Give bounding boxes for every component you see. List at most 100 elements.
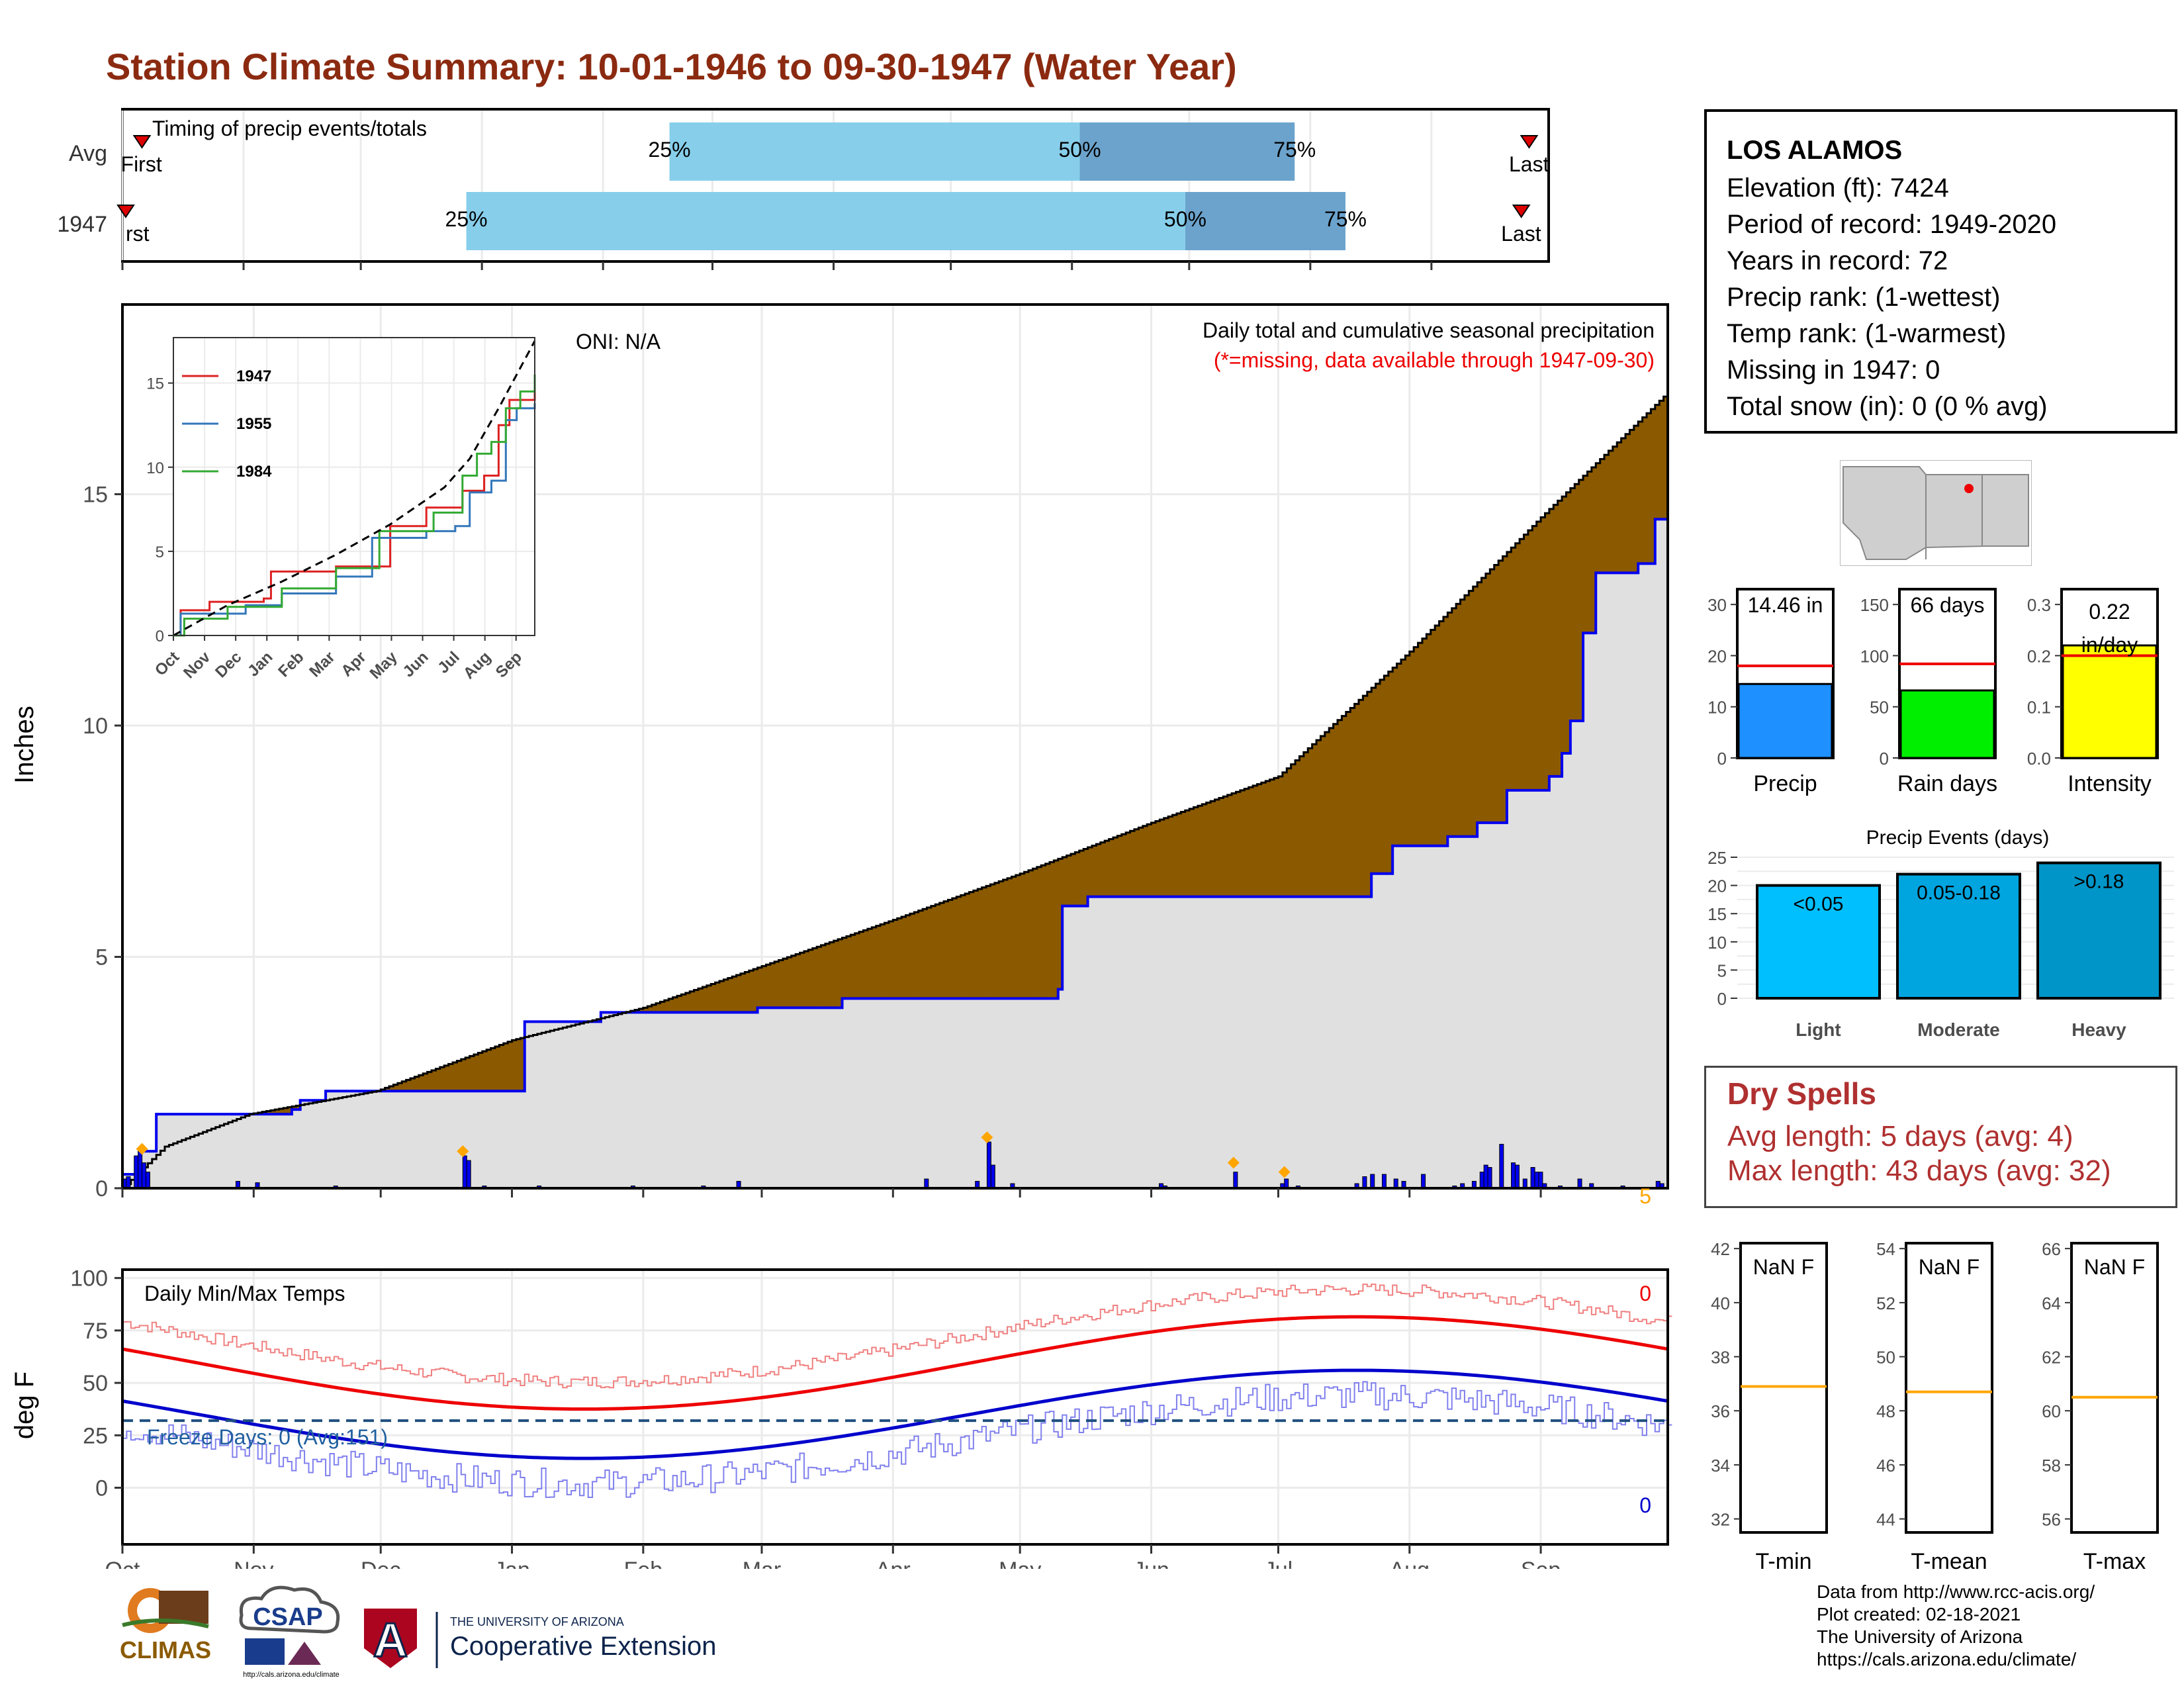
timing-last-label: Last [1501,222,1541,246]
climas-logo: CLIMAS [120,1588,211,1664]
timing-bar-25-50 [669,122,1080,181]
main-ytick-label: 0 [95,1176,108,1201]
events-bar-label: >0.18 [2074,871,2124,893]
footer-line: Data from http://www.rcc-acis.org/ [1817,1581,2095,1602]
temp-box-ytick-label: 46 [1876,1456,1895,1476]
events-bar-label: 0.05-0.18 [1917,882,2001,904]
summary-value-text: 0.22 [2089,600,2130,624]
temp-box [1739,1242,1828,1534]
station-location-dot [1964,484,1974,493]
max-count: 0 [1639,1282,1651,1305]
record-max-line [122,1284,1672,1389]
timing-marker [116,205,135,218]
main-subtitle: Daily total and cumulative seasonal prec… [1203,318,1655,342]
observed-cumulative-area [122,519,1668,1188]
freeze-label: Freeze Days: 0 (Avg:151) [147,1425,388,1449]
station-elevation: Elevation (ft): 7424 [1727,173,1949,203]
temp-box-ytick-label: 66 [2042,1239,2061,1259]
daily-precip-bar [1487,1167,1492,1189]
inset-average-line [173,340,536,637]
inset-ytick-label: 15 [146,375,164,393]
summary-ytick-label: 0.2 [2027,646,2051,666]
daily-precip-bar [462,1155,467,1189]
heavy-event-marker [136,1143,148,1155]
daily-precip-bar [1499,1144,1504,1189]
dry-spells-title: Dry Spells [1727,1076,1876,1111]
timing-marker [1520,135,1539,149]
heavy-event-marker [1227,1156,1240,1169]
footer-credits: Data from http://www.rcc-acis.org/ Plot … [1817,1581,2095,1671]
station-period: Period of record: 1949-2020 [1727,210,2057,239]
month-label: May [999,1558,1041,1569]
precip-events-chart: Precip Events (days) 0 5 10 15 20 25 <0.05 Ligh… [1707,827,2174,1040]
daily-precip-bar [1577,1178,1582,1189]
daily-precip-bar [142,1162,147,1189]
missing-note: (*=missing, data available through 1947-… [1214,348,1655,372]
average-max-line [122,1315,1668,1411]
temp-box-ytick-label: 32 [1711,1510,1730,1530]
temp-box-ytick-label: 60 [2042,1401,2061,1421]
daily-precip-bar [466,1160,471,1189]
month-label: Sep [1521,1558,1561,1569]
month-label: Feb [624,1558,663,1569]
events-category-label: Light [1796,1019,1841,1040]
station-snow: Total snow (in): 0 (0 % avg) [1727,392,2048,421]
month-label: Apr [876,1558,911,1569]
temp-box-ytick-label: 48 [1876,1401,1895,1421]
daily-precip-bar [1284,1178,1289,1189]
ua-letter: A [373,1614,408,1667]
summary-bar-label: Intensity [2068,771,2152,796]
summary-ytick-label: 150 [1860,595,1889,615]
temp-box-ytick-label: 44 [1876,1510,1895,1530]
temp-box [1905,1242,1993,1534]
summary-value-bar [2062,644,2158,759]
events-ytick-label: 20 [1707,876,1727,896]
record-min-line [122,1381,1672,1498]
min-count: 0 [1639,1493,1651,1517]
month-label: Jun [1133,1558,1169,1569]
footer-line: The University of Arizona [1817,1626,2023,1647]
timing-p50: 50% [1164,207,1206,231]
climas-logo-text: CLIMAS [120,1636,211,1664]
temp-ytick-label: 25 [83,1423,108,1448]
events-bar-label: <0.05 [1794,894,1844,915]
month-label: Jan [494,1558,530,1569]
summary-value-text: 14.46 in [1748,593,1823,617]
temp-box-ytick-label: 56 [2042,1510,2061,1530]
temp-box [2070,1242,2159,1534]
summary-ytick-label: 0 [1880,749,1889,769]
ua-line1: THE UNIVERSITY OF ARIZONA [450,1615,624,1628]
month-label: Dec [361,1558,400,1569]
temp-label: Daily Min/Max Temps [144,1282,345,1305]
month-label: Jul [1264,1558,1293,1569]
average-min-line [122,1368,1668,1460]
timing-p50: 50% [1058,138,1101,162]
daily-precip-bar [1534,1172,1539,1189]
temp-ytick-label: 50 [83,1371,108,1396]
events-ytick-label: 25 [1707,848,1727,868]
timing-row-avg: Avg [69,141,107,166]
inset-ytick-label: 0 [156,628,164,645]
daily-precip-bar [1479,1172,1484,1189]
daily-precip-bar [1362,1176,1367,1189]
daily-precip-bar [126,1176,131,1189]
max-daily-label: 5 [1639,1184,1651,1208]
daily-precip-bar [1511,1162,1516,1189]
station-years: Years in record: 72 [1727,246,1948,275]
temp-box-ytick-label: 50 [1876,1348,1895,1368]
events-bar [1896,872,2021,1000]
dry-spells-panel: Dry Spells Avg length: 5 days (avg: 4) M… [1704,1066,2177,1208]
events-bar [1756,884,1881,1000]
temp-frame [121,1268,1669,1546]
events-ytick-label: 10 [1707,933,1727,953]
timing-row-1947: 1947 [57,212,107,237]
station-info-panel: LOS ALAMOS Elevation (ft): 7424 Period o… [1704,109,2177,434]
temp-box-ytick-label: 38 [1711,1348,1730,1368]
heavy-event-marker [981,1131,993,1144]
temp-ytick-label: 75 [83,1319,108,1344]
csap-logo: CSAP http://cals.arizona.edu/climate [239,1585,340,1679]
timing-bar-50-75 [1079,122,1295,181]
station-temp-rank: Temp rank: (1-warmest) [1727,319,2007,348]
month-label: Aug [1390,1558,1430,1569]
summary-value-text: in/day [2081,633,2138,657]
